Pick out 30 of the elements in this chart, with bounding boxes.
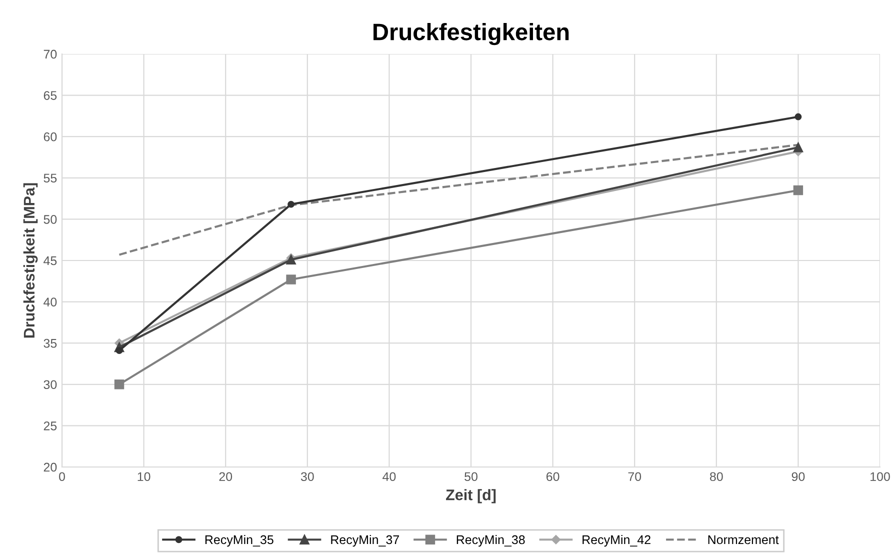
legend-label: RecyMin_38 <box>456 534 525 547</box>
y-tick-label: 20 <box>44 462 57 472</box>
y-tick-label: 65 <box>44 91 57 100</box>
y-tick-label: 70 <box>44 50 57 59</box>
y-tick-label: 50 <box>44 215 57 224</box>
y-tick-label: 35 <box>44 338 57 348</box>
legend-label: Normzement <box>708 535 779 544</box>
x-tick-label: 50 <box>464 472 478 482</box>
x-tick-label: 10 <box>138 472 150 482</box>
y-tick-label: 25 <box>44 422 57 430</box>
x-tick-label: 0 <box>59 472 65 482</box>
legend-label: RecyMin_42 <box>582 534 650 547</box>
y-axis-title: Druckfestigkeit [MPa] <box>23 183 38 338</box>
x-tick-label: 40 <box>382 472 396 482</box>
x-tick-label: 90 <box>792 472 805 482</box>
x-axis-title: Zeit [d] <box>446 489 496 504</box>
y-tick-label: 45 <box>44 256 57 266</box>
chart-title: Druckfestigkeiten <box>374 23 569 46</box>
x-tick-label: 80 <box>710 472 723 482</box>
y-tick-label: 30 <box>44 380 57 390</box>
y-tick-label: 60 <box>44 132 57 142</box>
x-tick-label: 70 <box>628 472 642 482</box>
y-tick-label: 55 <box>44 174 57 183</box>
x-tick-label: 30 <box>300 472 314 482</box>
y-tick-label: 40 <box>44 298 57 306</box>
legend-label: RecyMin_35 <box>205 534 274 547</box>
x-tick-label: 20 <box>219 472 232 482</box>
legend-label: RecyMin_37 <box>331 534 399 547</box>
x-tick-label: 60 <box>546 472 560 482</box>
x-tick-label: 100 <box>870 472 890 482</box>
